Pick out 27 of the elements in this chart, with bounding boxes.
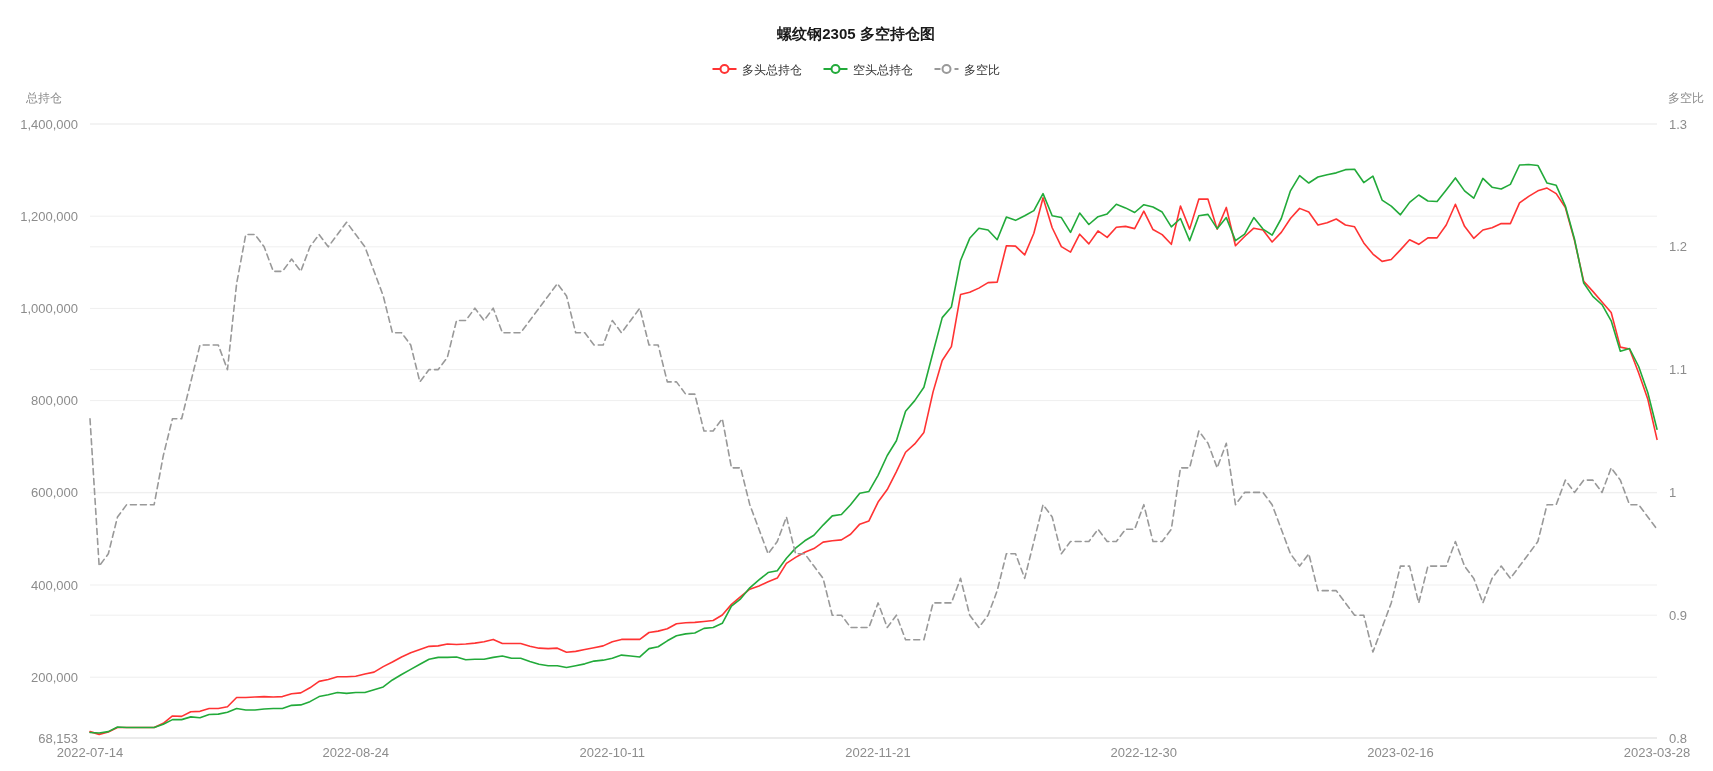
x-tick-label: 2022-12-30 [1110, 745, 1178, 760]
y2-tick-label: 1.2 [1669, 239, 1688, 255]
y-tick-label: 1,200,000 [20, 208, 78, 224]
x-tick-label: 2022-11-21 [845, 745, 911, 760]
y-tick-label: 1,000,000 [20, 300, 78, 316]
y-tick-label: 600,000 [31, 485, 78, 501]
legend-label: 多头总持仓 [741, 62, 802, 77]
y-tick-label: 200,000 [31, 669, 78, 685]
legend-label: 空头总持仓 [852, 62, 913, 77]
x-tick-label: 2022-08-24 [322, 745, 389, 760]
y-tick-label: 1,400,000 [20, 116, 78, 132]
y-tick-label: 800,000 [31, 393, 78, 409]
y-axis-title: 总持仓 [25, 91, 62, 105]
y2-tick-label: 0.8 [1669, 730, 1688, 746]
x-tick-label: 2023-02-16 [1367, 745, 1434, 760]
y2-tick-label: 1.3 [1669, 116, 1688, 132]
x-tick-label: 2023-03-28 [1623, 745, 1691, 760]
legend-label: 多空比 [963, 62, 1000, 77]
y-tick-label: 400,000 [31, 577, 78, 593]
x-tick-label: 2022-10-11 [579, 745, 646, 760]
y2-tick-label: 1 [1669, 484, 1677, 500]
y-tick-label: 68,153 [38, 730, 78, 746]
chart-title: 螺纹钢2305 多空持仓图 [776, 25, 935, 42]
y2-tick-label: 1.1 [1669, 362, 1688, 378]
y2-tick-label: 0.9 [1669, 607, 1688, 623]
x-tick-label: 2022-07-14 [56, 745, 124, 760]
y2-axis-title: 多空比 [1668, 91, 1704, 105]
